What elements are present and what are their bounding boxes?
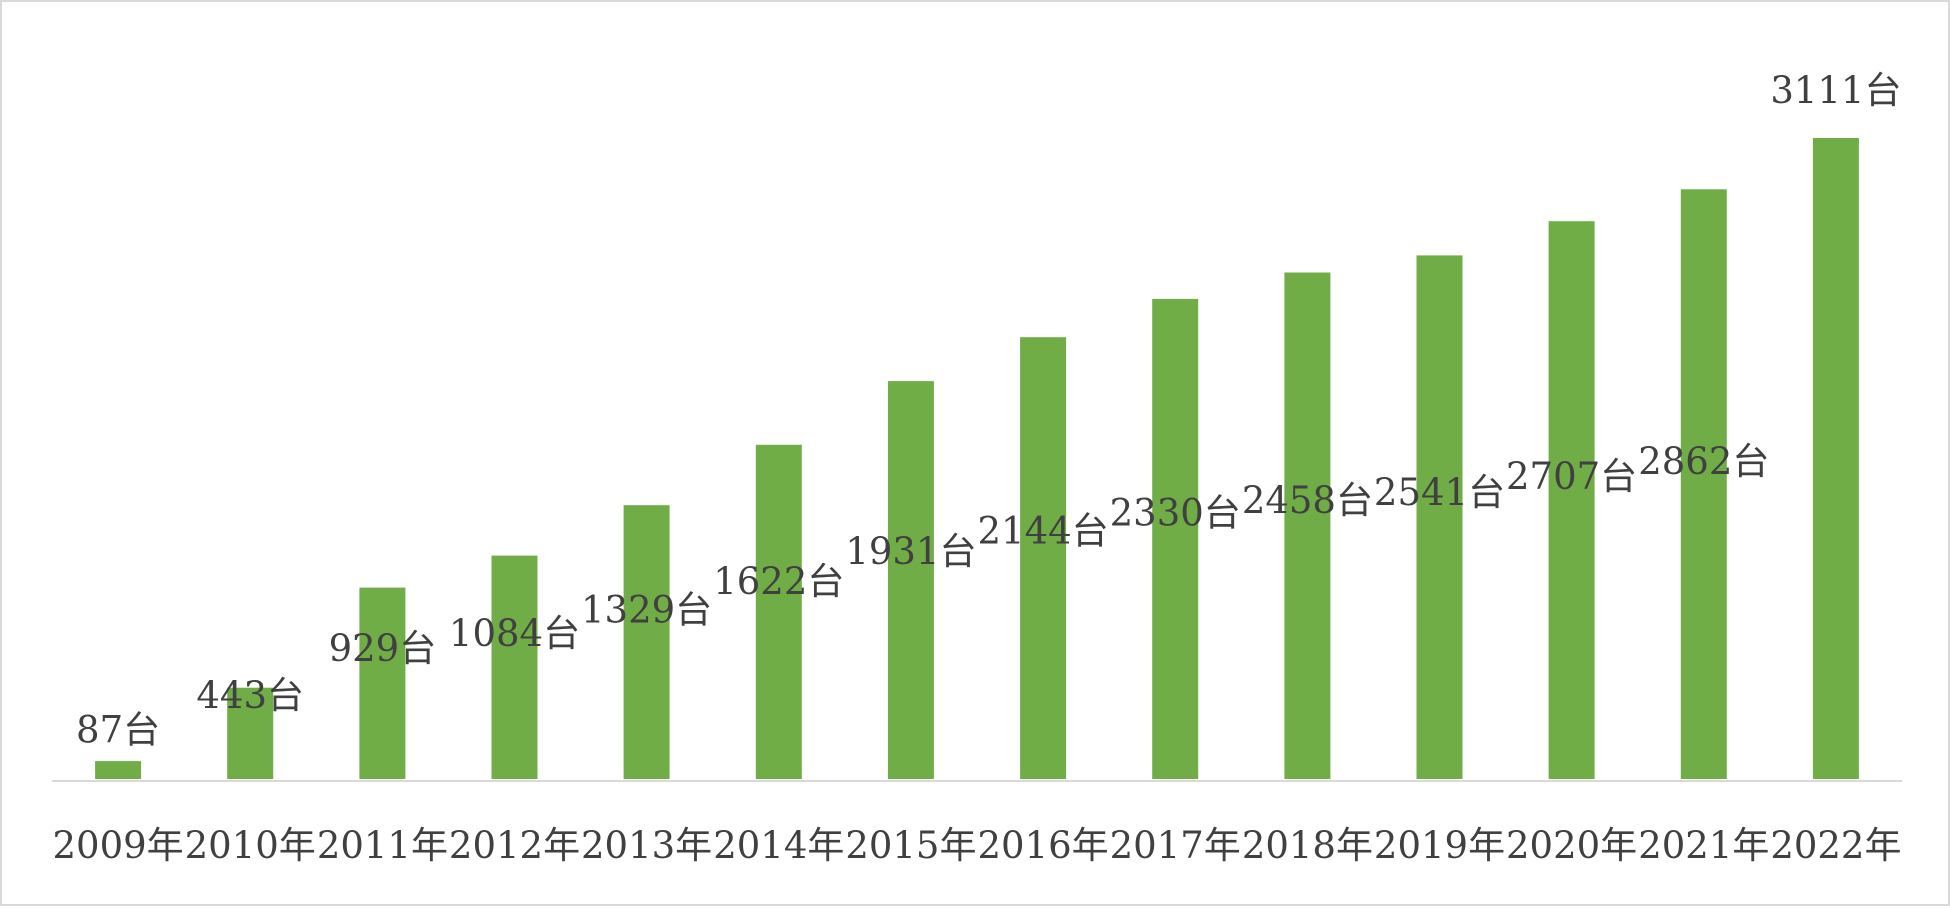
x-tick-label: 2017年 (1110, 824, 1241, 867)
bar-2012年 (491, 555, 538, 779)
bar-2011年 (359, 587, 406, 779)
data-label: 2458台 (1242, 479, 1373, 522)
x-tick-labels-group: 2009年 2010年 2011年 2012年 2013年 2014年 2015年 2016年… (53, 824, 1902, 867)
data-label: 443台 (196, 674, 304, 717)
bar-2013年 (623, 505, 670, 779)
bar-2021年 (1680, 189, 1727, 780)
data-label: 1329台 (581, 588, 712, 631)
data-label: 2144台 (978, 509, 1109, 552)
x-tick-label: 2012年 (449, 824, 580, 867)
x-tick-label: 2018年 (1242, 824, 1373, 867)
x-tick-label: 2014年 (713, 824, 844, 867)
data-label: 1931台 (845, 530, 976, 573)
data-label: 2541台 (1374, 471, 1505, 514)
bar-2022年 (1812, 138, 1859, 779)
bar-2019年 (1416, 255, 1463, 779)
data-label: 929台 (329, 627, 437, 670)
bar-2014年 (755, 444, 802, 779)
data-label: 1622台 (713, 560, 844, 603)
x-tick-label: 2010年 (185, 824, 316, 867)
bar-2018年 (1284, 272, 1331, 779)
x-tick-label: 2021年 (1638, 824, 1769, 867)
bar-2017年 (1152, 298, 1199, 779)
data-label: 2862台 (1638, 440, 1769, 483)
x-tick-label: 2015年 (845, 824, 976, 867)
bar-2016年 (1020, 337, 1067, 779)
bar-2020年 (1548, 221, 1595, 779)
bar-2009年 (95, 761, 142, 779)
x-tick-label: 2016年 (978, 824, 1109, 867)
x-tick-label: 2022年 (1770, 824, 1901, 867)
data-label: 1084台 (449, 612, 580, 655)
data-label: 2330台 (1110, 491, 1241, 534)
x-tick-label: 2019年 (1374, 824, 1505, 867)
x-tick-label: 2009年 (53, 824, 184, 867)
data-label: 87台 (76, 709, 160, 752)
bar-2015年 (887, 381, 934, 779)
bar-2010年 (227, 687, 274, 779)
bars-group (95, 138, 1859, 780)
x-tick-label: 2013年 (581, 824, 712, 867)
data-label: 2707台 (1506, 455, 1637, 498)
data-label: 3111台 (1770, 69, 1901, 112)
x-tick-label: 2011年 (317, 824, 448, 867)
x-tick-label: 2020年 (1506, 824, 1637, 867)
